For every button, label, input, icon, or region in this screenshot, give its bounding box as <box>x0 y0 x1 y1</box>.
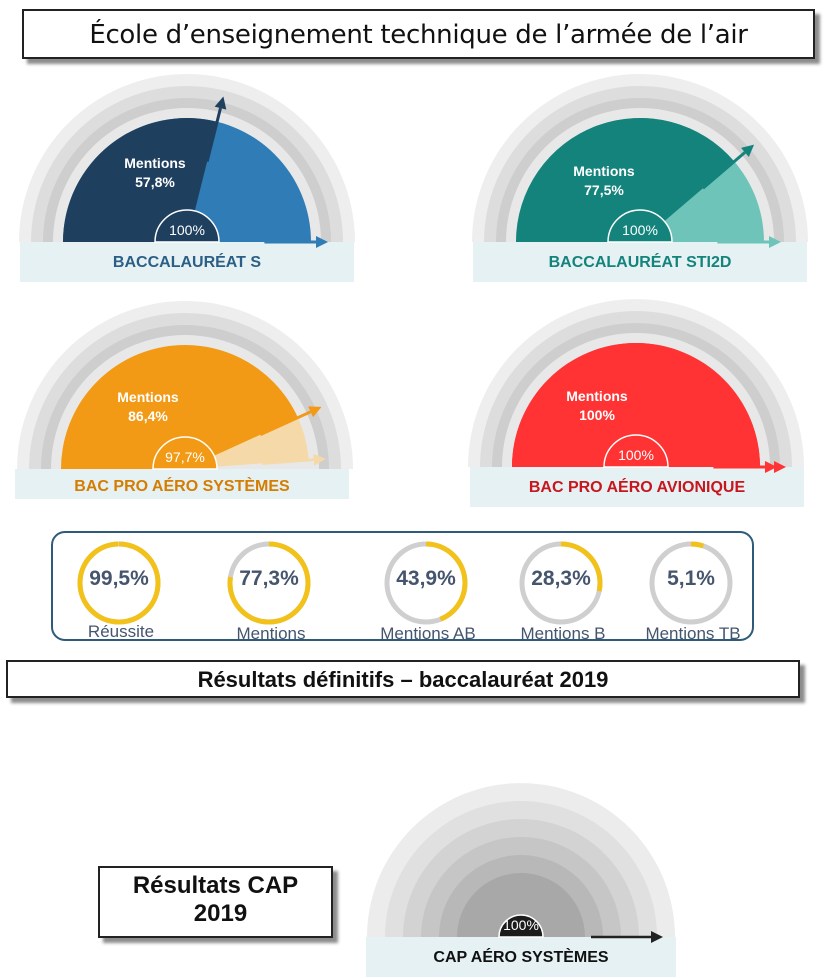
stat-mentions-tb: 5,1% Mentions TB <box>633 539 753 643</box>
gauge-hub <box>154 209 220 243</box>
gauge-label-band <box>470 467 804 507</box>
stat-value: 5,1% <box>667 567 715 590</box>
mentions-value: 100% <box>579 407 615 423</box>
mentions-label: Mentions <box>573 163 635 179</box>
stat-label: Mentions <box>236 624 306 643</box>
mentions-arrow-shaft <box>259 410 312 437</box>
stat-mentions-ab: 43,9% Mentions AB <box>368 539 488 643</box>
cap-title-line1: Résultats CAP <box>132 872 299 899</box>
cap-title-line2: 2019 <box>193 900 248 927</box>
stat-label: Mentions TB <box>645 624 741 643</box>
success-arrow-head <box>765 461 777 473</box>
cap-banner: Résultats CAP 2019 <box>98 866 333 938</box>
gauge-title: CAP AÉRO SYSTÈMES <box>433 947 608 966</box>
stat-value: 77,3% <box>239 567 299 590</box>
gauge-title: BAC PRO AÉRO SYSTÈMES <box>74 476 290 495</box>
gauge-label-band <box>473 242 807 282</box>
success-arrow-head <box>651 931 663 943</box>
gauge-title: BAC PRO AÉRO AVIONIQUE <box>529 477 746 496</box>
stat-label: Mentions AB <box>380 624 476 643</box>
results-title: Résultats définitifs – baccalauréat 2019 <box>197 667 609 692</box>
mentions-arrow-head <box>308 406 322 418</box>
mentions-value: 86,4% <box>128 408 168 424</box>
success-arrow-head <box>769 236 781 248</box>
mentions-value: 57,8% <box>135 174 175 190</box>
mentions-arrow-head <box>741 144 755 157</box>
gauge-hub <box>152 436 218 470</box>
stat-value: 28,3% <box>531 567 591 590</box>
mentions-arrow-shaft <box>701 151 746 190</box>
gauge-hub <box>607 209 673 243</box>
success-value: 100% <box>618 447 654 463</box>
results-banner: Résultats définitifs – baccalauréat 2019 <box>6 660 800 698</box>
gauge-hub <box>603 434 669 468</box>
title-banner: École d’enseignement technique de l’armé… <box>22 9 815 59</box>
gauge-title: BACCALAURÉAT S <box>113 252 261 271</box>
stat-label: Mentions B <box>520 624 606 643</box>
stat-mentions-b: 28,3% Mentions B <box>503 539 623 643</box>
mentions-arrow-head <box>214 96 227 110</box>
gauge-ring <box>457 873 585 937</box>
mentions-sector <box>61 345 298 469</box>
success-arrow-head <box>313 453 326 466</box>
success-arrow-head <box>316 236 328 248</box>
stat-ring <box>227 541 311 625</box>
stat-ring <box>384 541 468 625</box>
mentions-label: Mentions <box>117 389 179 405</box>
mentions-label: Mentions <box>566 388 628 404</box>
gauge-label-band <box>15 469 349 499</box>
stat-mentions: 77,3% Mentions <box>211 539 331 643</box>
gauge-label-band <box>20 242 354 282</box>
gauge-hub <box>498 914 544 938</box>
page-title: École d’enseignement technique de l’armé… <box>89 20 748 50</box>
stat-value: 99,5% <box>89 567 149 590</box>
mentions-arrow-head <box>774 461 786 473</box>
success-value: 100% <box>622 222 658 238</box>
stats-panel: 99,5% Réussite 77,3% Mentions 43,9% Ment… <box>51 531 754 643</box>
success-arrow-shaft <box>262 458 314 465</box>
stat-reussite: 99,5% Réussite <box>61 539 181 641</box>
mentions-sector <box>516 117 735 242</box>
mentions-label: Mentions <box>124 155 186 171</box>
stat-value: 43,9% <box>396 567 456 590</box>
success-value: 100% <box>503 917 539 933</box>
stat-ring <box>77 541 161 625</box>
stat-ring <box>519 541 603 625</box>
success-value: 100% <box>169 222 205 238</box>
gauge-title: BACCALAURÉAT STI2D <box>549 252 732 271</box>
stat-ring <box>649 541 733 625</box>
mentions-arrow-shaft <box>205 107 222 163</box>
stat-label: Réussite <box>87 622 155 641</box>
success-value: 97,7% <box>165 449 205 465</box>
mentions-sector <box>512 343 760 467</box>
gauge-label-band <box>366 937 676 977</box>
mentions-value: 77,5% <box>584 182 624 198</box>
